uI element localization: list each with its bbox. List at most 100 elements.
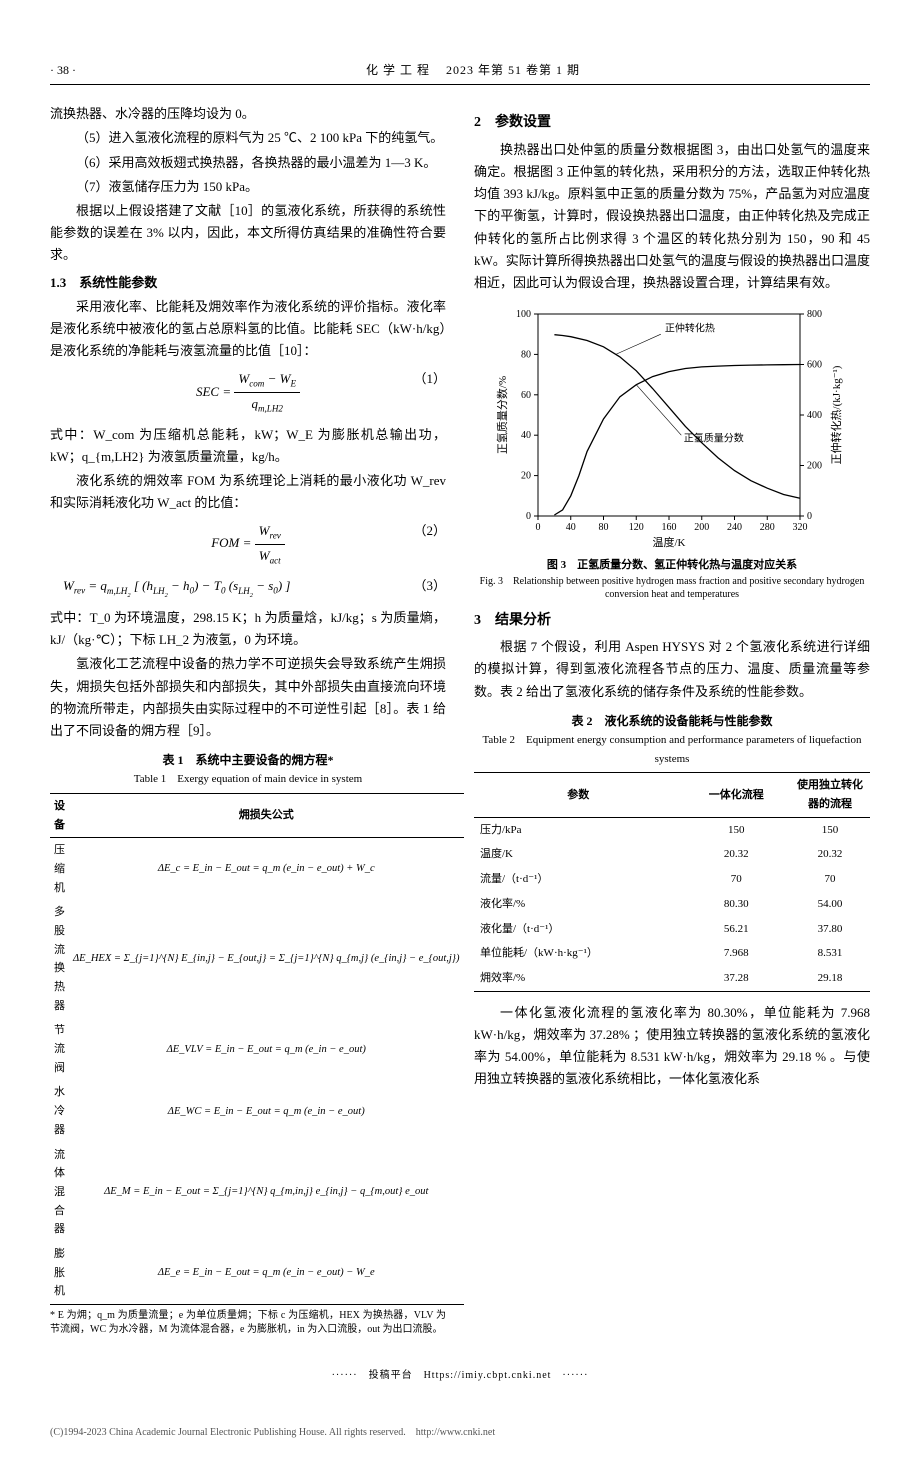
assumption-5: （5）进入氢液化流程的原料气为 25 ℃、2 100 kPa 下的纯氢气。 <box>50 127 446 149</box>
t2-param-cell: 液化量/（t·d⁻¹） <box>474 917 682 942</box>
t1-equation-cell: ΔE_VLV = E_in − E_out = q_m (e_in − e_ou… <box>69 1018 464 1080</box>
t2-param-cell: 温度/K <box>474 842 682 867</box>
svg-text:280: 280 <box>760 522 775 533</box>
heading-2: 2 参数设置 <box>474 111 870 135</box>
assumption-7: （7）液氢储存压力为 150 kPa。 <box>50 176 446 198</box>
svg-text:正仲转化热/(kJ·kg⁻¹): 正仲转化热/(kJ·kg⁻¹) <box>829 365 843 464</box>
table-row: 水冷器ΔE_WC = E_in − E_out = q_m (e_in − e_… <box>50 1080 464 1142</box>
para-3b: 一体化氢液化流程的氢液化率为 80.30%，单位能耗为 7.968 kW·h/k… <box>474 1002 870 1090</box>
table-row: 多股流换热器ΔE_HEX = Σ_{j=1}^{N} E_{in,j} − E_… <box>50 900 464 1018</box>
t2-param-cell: 流量/（t·d⁻¹） <box>474 867 682 892</box>
t2-param-cell: 压力/kPa <box>474 817 682 842</box>
table-row: 单位能耗/（kW·h·kg⁻¹）7.9688.531 <box>474 941 870 966</box>
t2-head-param: 参数 <box>474 773 682 817</box>
svg-text:0: 0 <box>526 511 531 522</box>
para-13b: 式中：W_com 为压缩机总能耗，kW；W_E 为膨胀机总输出功，kW；q_{m… <box>50 424 446 468</box>
para-2a: 换热器出口处仲氢的质量分数根据图 3，由出口处氢气的温度来确定。根据图 3 正仲… <box>474 139 870 294</box>
svg-text:60: 60 <box>521 390 531 401</box>
t2-head-c1: 一体化流程 <box>682 773 790 817</box>
para-13e: 氢液化工艺流程中设备的热力学不可逆损失会导致系统产生㶲损失，㶲损失包括外部损失和… <box>50 653 446 741</box>
table-row: 节流阀ΔE_VLV = E_in − E_out = q_m (e_in − e… <box>50 1018 464 1080</box>
t2-param-cell: 液化率/% <box>474 892 682 917</box>
para-13d: 式中：T_0 为环境温度，298.15 K；h 为质量焓，kJ/kg；s 为质量… <box>50 607 446 651</box>
svg-text:320: 320 <box>793 522 808 533</box>
svg-text:80: 80 <box>599 522 609 533</box>
t1-device-cell: 多股流换热器 <box>50 900 69 1018</box>
svg-text:20: 20 <box>521 470 531 481</box>
table2-title-en: Table 2 Equipment energy consumption and… <box>474 731 870 768</box>
eq2-body: FOM = WrevWact <box>211 535 285 550</box>
svg-text:40: 40 <box>566 522 576 533</box>
equation-2: FOM = WrevWact （2） <box>50 520 446 569</box>
svg-text:100: 100 <box>516 309 531 320</box>
equation-1: SEC = Wcom − WEqm,LH2 （1） <box>50 368 446 417</box>
svg-text:800: 800 <box>807 309 822 320</box>
t2-head-c2: 使用独立转化器的流程 <box>790 773 870 817</box>
para-13a: 采用液化率、比能耗及㶲效率作为液化系统的评价指标。液化率是液化系统中被液化的氢占… <box>50 296 446 362</box>
issue-info: 2023 年第 51 卷第 1 期 <box>446 63 580 77</box>
journal-issue: 化 学 工 程 2023 年第 51 卷第 1 期 <box>76 60 870 80</box>
para-validation: 根据以上假设搭建了文献［10］的氢液化系统，所获得的系统性能参数的误差在 3% … <box>50 200 446 266</box>
table-row: 压缩机ΔE_c = E_in − E_out = q_m (e_in − e_o… <box>50 838 464 901</box>
t1-equation-cell: ΔE_M = E_in − E_out = Σ_{j=1}^{N} q_{m,i… <box>69 1143 464 1242</box>
para-3a: 根据 7 个假设，利用 Aspen HYSYS 对 2 个氢液化系统进行详细的模… <box>474 636 870 702</box>
t2-col1-cell: 80.30 <box>682 892 790 917</box>
table1-title-en: Table 1 Exergy equation of main device i… <box>50 770 446 789</box>
assumption-6: （6）采用高效板翅式换热器，各换热器的最小温差为 1—3 K。 <box>50 152 446 174</box>
table2-title-cn: 表 2 液化系统的设备能耗与性能参数 <box>474 711 870 731</box>
t1-equation-cell: ΔE_e = E_in − E_out = q_m (e_in − e_out)… <box>69 1242 464 1305</box>
t1-device-cell: 压缩机 <box>50 838 69 901</box>
two-column-layout: 流换热器、水冷器的压降均设为 0。 （5）进入氢液化流程的原料气为 25 ℃、2… <box>50 103 870 1337</box>
heading-1-3: 1.3 系统性能参数 <box>50 272 446 294</box>
t2-col1-cell: 7.968 <box>682 941 790 966</box>
t1-device-cell: 膨胀机 <box>50 1242 69 1305</box>
t2-col1-cell: 70 <box>682 867 790 892</box>
t2-param-cell: 㶲效率/% <box>474 966 682 991</box>
table-row: 液化率/%80.3054.00 <box>474 892 870 917</box>
table-row: 流量/（t·d⁻¹）7070 <box>474 867 870 892</box>
svg-text:200: 200 <box>694 522 709 533</box>
table-row: 膨胀机ΔE_e = E_in − E_out = q_m (e_in − e_o… <box>50 1242 464 1305</box>
heading-3: 3 结果分析 <box>474 609 870 633</box>
eq2-number: （2） <box>413 520 446 542</box>
fig3-caption-cn: 图 3 正氢质量分数、氢正仲转化热与温度对应关系 <box>474 556 870 575</box>
para-top: 流换热器、水冷器的压降均设为 0。 <box>50 103 446 125</box>
svg-text:160: 160 <box>662 522 677 533</box>
svg-text:120: 120 <box>629 522 644 533</box>
figure-3-chart: 0408012016020024028032002040608010002004… <box>492 302 852 552</box>
t2-col2-cell: 37.80 <box>790 917 870 942</box>
table-1: 设备 㶲损失公式 压缩机ΔE_c = E_in − E_out = q_m (e… <box>50 793 464 1305</box>
table-row: 流体混合器ΔE_M = E_in − E_out = Σ_{j=1}^{N} q… <box>50 1143 464 1242</box>
svg-text:240: 240 <box>727 522 742 533</box>
t1-device-cell: 节流阀 <box>50 1018 69 1080</box>
t1-equation-cell: ΔE_WC = E_in − E_out = q_m (e_in − e_out… <box>69 1080 464 1142</box>
svg-text:0: 0 <box>807 511 812 522</box>
t2-param-cell: 单位能耗/（kW·h·kg⁻¹） <box>474 941 682 966</box>
eq3-number: （3） <box>413 575 446 597</box>
svg-text:温度/K: 温度/K <box>653 535 686 549</box>
left-column: 流换热器、水冷器的压降均设为 0。 （5）进入氢液化流程的原料气为 25 ℃、2… <box>50 103 446 1337</box>
page-number: · 38 · <box>50 60 76 80</box>
equation-3: Wrev = qm,LH2 [ (hLH2 − h0) − T0 (sLH2 −… <box>50 575 446 601</box>
svg-text:400: 400 <box>807 410 822 421</box>
t1-equation-cell: ΔE_HEX = Σ_{j=1}^{N} E_{in,j} − E_{out,j… <box>69 900 464 1018</box>
eq3-body: Wrev = qm,LH2 [ (hLH2 − h0) − T0 (sLH2 −… <box>63 578 290 593</box>
footer-platform: ······ 投稿平台 Https://imiy.cbpt.cnki.net ·… <box>50 1367 870 1384</box>
table-row: 压力/kPa150150 <box>474 817 870 842</box>
table-row: 液化量/（t·d⁻¹）56.2137.80 <box>474 917 870 942</box>
t2-col1-cell: 150 <box>682 817 790 842</box>
t2-col2-cell: 29.18 <box>790 966 870 991</box>
eq1-number: （1） <box>413 368 446 390</box>
t2-col1-cell: 56.21 <box>682 917 790 942</box>
svg-text:40: 40 <box>521 430 531 441</box>
table1-title-cn: 表 1 系统中主要设备的㶲方程* <box>50 750 446 770</box>
t2-col1-cell: 37.28 <box>682 966 790 991</box>
t2-col2-cell: 20.32 <box>790 842 870 867</box>
svg-text:200: 200 <box>807 460 822 471</box>
eq1-body: SEC = Wcom − WEqm,LH2 <box>196 384 300 399</box>
t1-head-device: 设备 <box>50 793 69 837</box>
footer-copyright: (C)1994-2023 China Academic Journal Elec… <box>50 1424 870 1441</box>
para-13c: 液化系统的㶲效率 FOM 为系统理论上消耗的最小液化功 W_rev 和实际消耗液… <box>50 470 446 514</box>
t2-col2-cell: 70 <box>790 867 870 892</box>
figure-3: 0408012016020024028032002040608010002004… <box>474 302 870 552</box>
